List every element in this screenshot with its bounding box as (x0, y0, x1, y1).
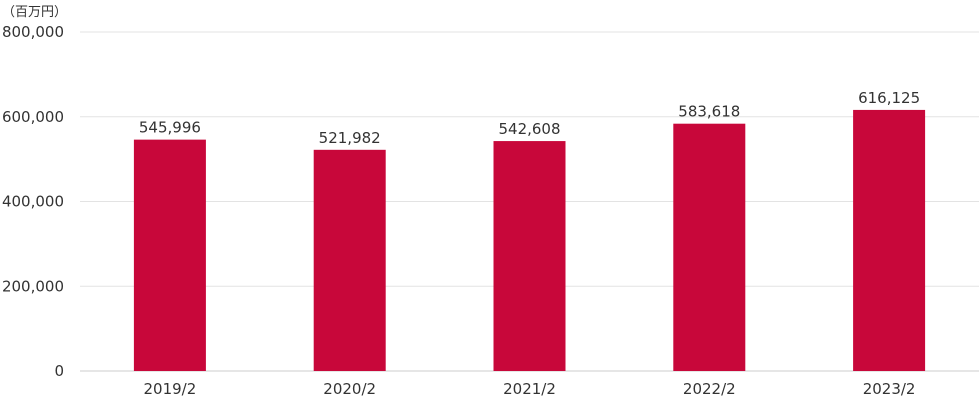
y-tick-label: 200,000 (2, 277, 64, 295)
x-tick-label: 2021/2 (503, 380, 556, 398)
y-tick-label: 800,000 (2, 23, 64, 41)
x-tick-label: 2019/2 (144, 380, 197, 398)
bar (853, 109, 926, 372)
data-label: 545,996 (139, 119, 201, 137)
x-tick-label: 2023/2 (863, 380, 916, 398)
data-label: 542,608 (498, 120, 560, 138)
unit-label: （百万円） (2, 5, 67, 20)
y-tick-label: 400,000 (2, 193, 64, 211)
x-axis-ticks: 2019/2 2020/2 2021/2 2022/2 2023/2 (144, 380, 916, 398)
data-label: 583,618 (678, 103, 740, 121)
bar (133, 139, 206, 371)
bars (133, 109, 926, 372)
y-axis-ticks: 0 200,000 400,000 600,000 800,000 (2, 23, 64, 380)
data-label: 521,982 (319, 129, 381, 147)
y-tick-label: 600,000 (2, 108, 64, 126)
bar (493, 141, 566, 371)
x-tick-label: 2022/2 (683, 380, 736, 398)
data-labels: 545,996 521,982 542,608 583,618 616,125 (139, 89, 920, 147)
data-label: 616,125 (858, 89, 920, 107)
bar (313, 149, 386, 371)
y-tick-label: 0 (54, 362, 64, 380)
x-tick-label: 2020/2 (323, 380, 376, 398)
bar (673, 123, 746, 372)
